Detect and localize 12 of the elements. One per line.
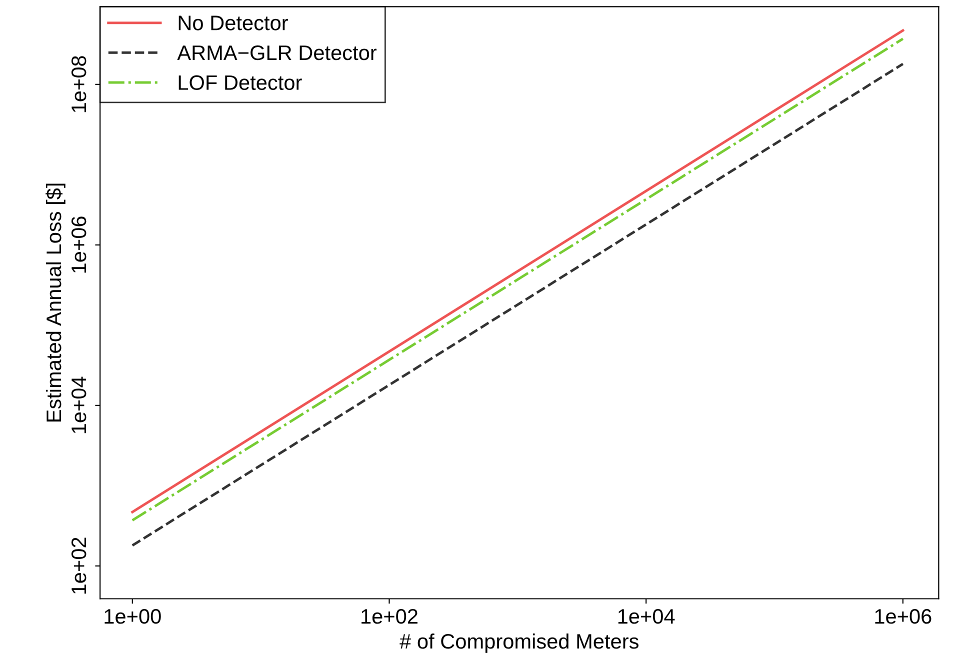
x-tick-label: 1e+04 [618, 609, 675, 624]
x-tick-label: 1e+06 [875, 609, 932, 624]
y-axis-title: Estimated Annual Loss [$] [46, 184, 66, 422]
y-tick-label: 1e+04 [71, 376, 86, 434]
legend-label: ARMA−GLR Detector [177, 45, 377, 60]
legend-label: No Detector [178, 16, 288, 30]
x-tick-label: 1e+00 [104, 609, 161, 624]
y-tick-label: 1e+08 [71, 56, 86, 112]
x-tick-label: 1e+02 [362, 609, 418, 624]
x-axis-title: # of Compromised Meters [400, 633, 638, 653]
legend-label: LOF Detector [178, 75, 302, 90]
y-tick-label: 1e+06 [71, 216, 86, 273]
